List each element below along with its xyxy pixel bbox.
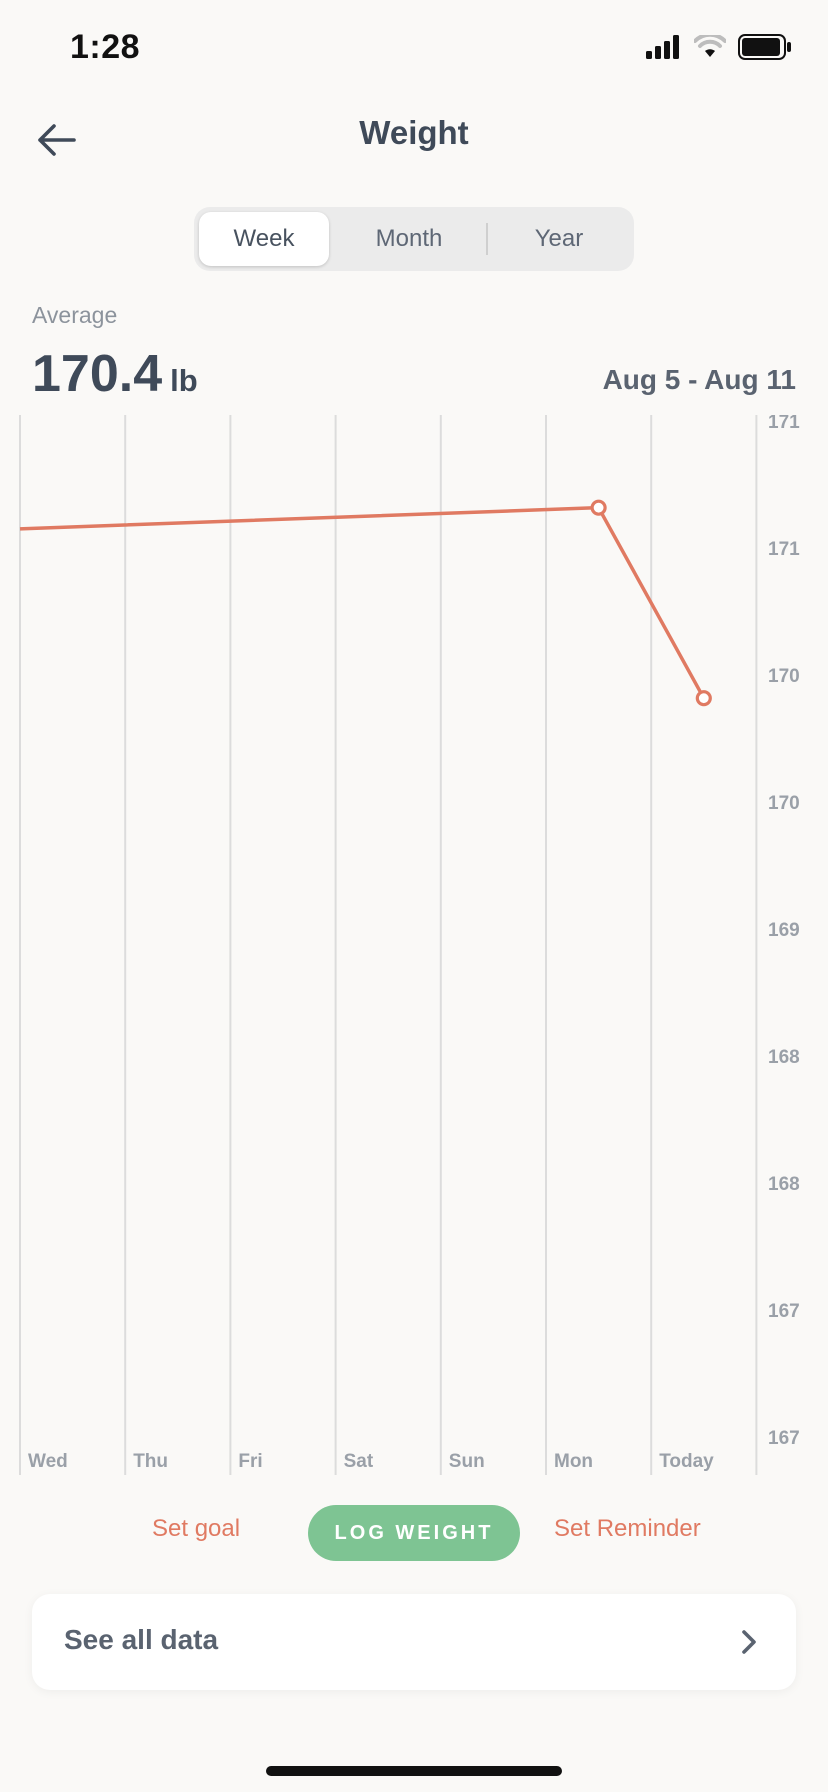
y-tick-label: 170 bbox=[768, 793, 800, 814]
actions-row: Set goal LOG WEIGHT Set Reminder bbox=[0, 1505, 828, 1563]
data-point[interactable] bbox=[590, 499, 607, 516]
tab-year[interactable]: Year bbox=[534, 225, 584, 252]
y-tick-label: 170 bbox=[768, 666, 800, 687]
chevron-right-icon bbox=[742, 1630, 756, 1654]
x-tick-label: Fri bbox=[238, 1451, 262, 1472]
y-tick-label: 167 bbox=[768, 1301, 800, 1322]
series-line bbox=[19, 505, 706, 700]
x-tick-label: Sat bbox=[344, 1451, 374, 1472]
date-range: Aug 5 - Aug 11 bbox=[602, 364, 796, 395]
average-value-block: 170.4 lb bbox=[32, 344, 198, 411]
x-tick-label: Mon bbox=[554, 1451, 593, 1472]
y-tick-label: 171 bbox=[768, 539, 800, 560]
x-tick-label: Wed bbox=[28, 1451, 68, 1472]
set-goal-link[interactable]: Set goal bbox=[152, 1515, 241, 1542]
y-tick-label: 168 bbox=[768, 1174, 800, 1195]
period-segmented-control: Week Month Year bbox=[194, 207, 634, 271]
home-indicator bbox=[266, 1766, 562, 1776]
nav-bar: Weight bbox=[0, 100, 828, 200]
battery-icon bbox=[738, 34, 791, 60]
average-value: 170.4 bbox=[32, 345, 163, 403]
x-tick-label: Sun bbox=[449, 1451, 485, 1472]
back-button[interactable] bbox=[26, 110, 86, 170]
x-tick-label: Today bbox=[659, 1451, 714, 1472]
average-label: Average bbox=[32, 302, 118, 328]
cellular-signal-icon bbox=[646, 35, 679, 59]
tab-week[interactable]: Week bbox=[199, 212, 329, 266]
arrow-left-icon bbox=[38, 124, 76, 156]
weight-line-chart: Wed Thu Fri Sat Sun Mon Today 171 171 170 170 169 16… bbox=[19, 415, 800, 1475]
average-unit: lb bbox=[170, 363, 198, 398]
wifi-icon bbox=[694, 35, 726, 57]
tab-month[interactable]: Month bbox=[375, 225, 443, 252]
segment-divider bbox=[486, 223, 488, 255]
status-bar: 1:28 bbox=[0, 0, 828, 100]
y-tick-label: 167 bbox=[768, 1428, 800, 1449]
log-weight-button[interactable]: LOG WEIGHT bbox=[308, 1505, 520, 1561]
see-all-data-button[interactable]: See all data bbox=[32, 1594, 796, 1690]
y-tick-label: 169 bbox=[768, 920, 800, 941]
see-all-data-label: See all data bbox=[64, 1624, 219, 1655]
set-reminder-link[interactable]: Set Reminder bbox=[554, 1515, 701, 1542]
status-icons bbox=[646, 34, 792, 60]
status-time: 1:28 bbox=[70, 28, 141, 66]
y-tick-label: 171 bbox=[768, 415, 800, 433]
data-point[interactable] bbox=[695, 690, 712, 707]
x-tick-label: Thu bbox=[133, 1451, 168, 1472]
y-tick-label: 168 bbox=[768, 1047, 800, 1068]
page-title: Weight bbox=[359, 114, 469, 151]
